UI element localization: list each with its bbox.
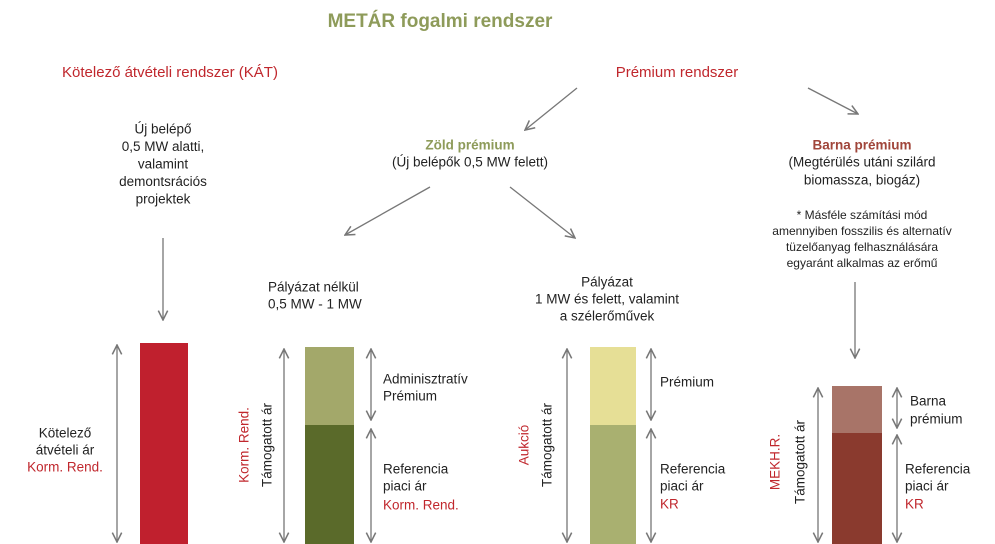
axis-source: Korm. Rend. <box>237 407 252 483</box>
barna-note: amennyiben fosszilis és alternatív <box>772 224 951 238</box>
bottom-label: piaci ár <box>660 479 704 494</box>
barna-subtitle: (Megtérülés utáni szilárd <box>788 155 935 170</box>
heading: 1 MW és felett, valamint <box>535 292 679 307</box>
top-label: Prémium <box>660 375 714 390</box>
kat-title: Kötelező átvételi rendszer (KÁT) <box>62 64 278 81</box>
bar-bottom <box>832 433 882 544</box>
arrows <box>117 87 897 542</box>
source: KR <box>660 497 679 512</box>
kat-description: demontsrációs <box>119 174 207 189</box>
bottom-label: Referencia <box>383 462 449 477</box>
axis-label: Támogatott ár <box>540 402 555 487</box>
kat-price: Kötelező <box>39 426 92 441</box>
bottom-label: piaci ár <box>383 479 427 494</box>
top-label: Prémium <box>383 389 437 404</box>
kat-price: átvételi ár <box>36 443 95 458</box>
kat-bar <box>140 343 188 544</box>
top-label: prémium <box>910 412 963 427</box>
bar-top <box>832 386 882 433</box>
top-label: Adminisztratív <box>383 372 468 387</box>
barna-subtitle: biomassza, biogáz) <box>804 173 920 188</box>
zold-subtitle: (Új belépők 0,5 MW felett) <box>392 155 548 170</box>
title: METÁR fogalmi rendszer <box>328 10 553 32</box>
zold-title: Zöld prémium <box>425 138 514 153</box>
kat-description: valamint <box>138 157 189 172</box>
axis-label: Támogatott ár <box>793 419 808 504</box>
bar-bottom <box>590 425 636 544</box>
premium-title: Prémium rendszer <box>616 64 739 81</box>
barna-note: egyaránt alkalmas az erőmű <box>787 256 938 270</box>
kat-description: 0,5 MW alatti, <box>122 139 205 154</box>
bottom-label: Referencia <box>905 462 971 477</box>
kat-source: Korm. Rend. <box>27 460 103 475</box>
kat-description: Új belépő <box>134 122 191 137</box>
axis-source: MEKH.R. <box>768 434 783 490</box>
top-label: Barna <box>910 394 947 409</box>
kat-description: projektek <box>136 192 191 207</box>
source: Korm. Rend. <box>383 498 459 513</box>
heading: Pályázat nélkül <box>268 280 359 295</box>
source: KR <box>905 497 924 512</box>
heading: Pályázat <box>581 275 633 290</box>
barna-note: tüzelőanyag felhasználására <box>786 240 938 254</box>
bottom-label: piaci ár <box>905 479 949 494</box>
bar-top <box>590 347 636 425</box>
axis-label: Támogatott ár <box>260 402 275 487</box>
barna-note: * Másféle számítási mód <box>797 208 928 222</box>
barna-title: Barna prémium <box>812 138 911 153</box>
bar-bottom <box>305 425 354 544</box>
axis-source: Aukció <box>517 425 532 466</box>
bar-top <box>305 347 354 425</box>
bottom-label: Referencia <box>660 462 726 477</box>
heading: a szélerőművek <box>560 309 655 324</box>
bars <box>140 343 882 544</box>
heading: 0,5 MW - 1 MW <box>268 297 362 312</box>
